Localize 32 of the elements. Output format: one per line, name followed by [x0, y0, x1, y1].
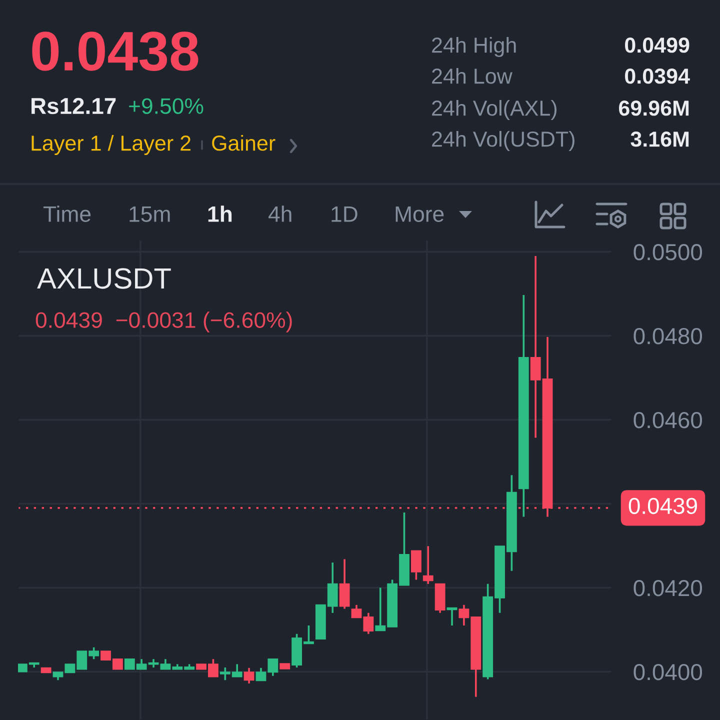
- text: 0.0439 −0.0031 (−6.60%): [36, 312, 292, 332]
- y-tick-label: 0.0480: [634, 328, 702, 344]
- text: 15m: [130, 206, 170, 222]
- candlestick: [422, 545, 434, 585]
- candlestick: [339, 558, 350, 610]
- text: 0.0438: [32, 32, 198, 71]
- text: 3.16M: [630, 132, 689, 147]
- text: 0.0499: [625, 38, 690, 53]
- text: 0.0394: [625, 68, 690, 84]
- text: Layer 1 / Layer 2: [32, 134, 190, 156]
- text: 24h Vol(AXL): [432, 100, 557, 120]
- y-tick-label: 0.0500: [634, 244, 702, 260]
- text: 4h: [268, 206, 292, 222]
- text: More: [396, 206, 444, 222]
- candlestick: [446, 606, 458, 626]
- candlestick: [244, 667, 254, 684]
- y-tick-label: 0.0400: [634, 664, 702, 680]
- y-tick-label: 0.0420: [634, 580, 702, 596]
- candlestick: [410, 550, 422, 581]
- text: +9.50%: [129, 98, 204, 114]
- text: 69.96M: [618, 100, 689, 116]
- text: Time: [44, 206, 91, 222]
- text: 24h Vol(USDT): [432, 130, 574, 152]
- text: 24h Low: [432, 68, 512, 84]
- y-tick-label: 0.0460: [634, 412, 702, 428]
- text: 24h High: [432, 36, 516, 58]
- text: 1D: [332, 206, 358, 222]
- text: AXLUSDT: [37, 268, 171, 289]
- ref-line-label: 0.0439: [628, 498, 697, 514]
- text: Rs12.17: [32, 98, 116, 114]
- text: 1h: [208, 206, 232, 222]
- text: Gainer: [212, 134, 276, 151]
